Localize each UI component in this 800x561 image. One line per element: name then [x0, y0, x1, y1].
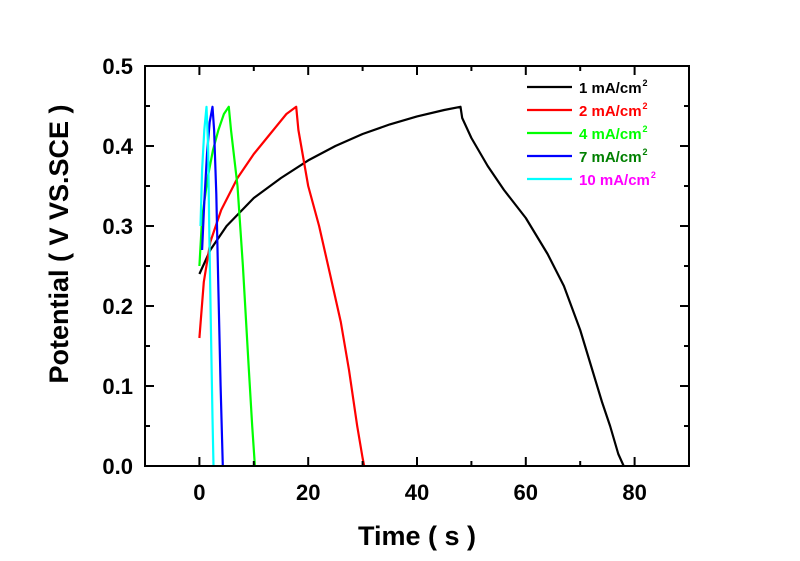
x-axis: 0 20 40 60 80 — [144, 66, 690, 505]
series-line-1 — [198, 105, 625, 467]
x-tick-label: 80 — [622, 480, 646, 505]
legend-label-1: 1 mA/cm2 — [579, 78, 648, 97]
series-layer — [198, 105, 625, 467]
series-line-5 — [199, 105, 215, 467]
legend-label-2: 2 mA/cm2 — [579, 101, 648, 120]
legend-label-5: 10 mA/cm2 — [579, 170, 656, 189]
x-tick-label: 60 — [514, 480, 538, 505]
y-tick-label: 0.2 — [102, 294, 133, 319]
y-axis: 0.0 0.1 0.2 0.3 0.4 0.5 — [102, 54, 689, 479]
y-tick-label: 0.4 — [102, 134, 133, 159]
x-tick-label: 0 — [193, 480, 205, 505]
legend-label-4: 7 mA/cm2 — [579, 147, 648, 166]
x-tick-label: 20 — [296, 480, 320, 505]
series-line-2 — [198, 105, 366, 467]
y-tick-label: 0.3 — [102, 214, 133, 239]
y-tick-label: 0.0 — [102, 454, 133, 479]
x-tick-label: 40 — [405, 480, 429, 505]
y-axis-title: Potential ( V VS.SCE ) — [44, 104, 74, 383]
legend: 1 mA/cm2 2 mA/cm2 4 mA/cm2 7 mA/cm2 10 mA/cm… — [527, 78, 656, 189]
y-tick-label: 0.1 — [102, 374, 133, 399]
legend-label-3: 4 mA/cm2 — [579, 124, 648, 143]
series-line-4 — [201, 105, 224, 467]
y-tick-label: 0.5 — [102, 54, 133, 79]
x-axis-title: Time ( s ) — [358, 521, 476, 551]
